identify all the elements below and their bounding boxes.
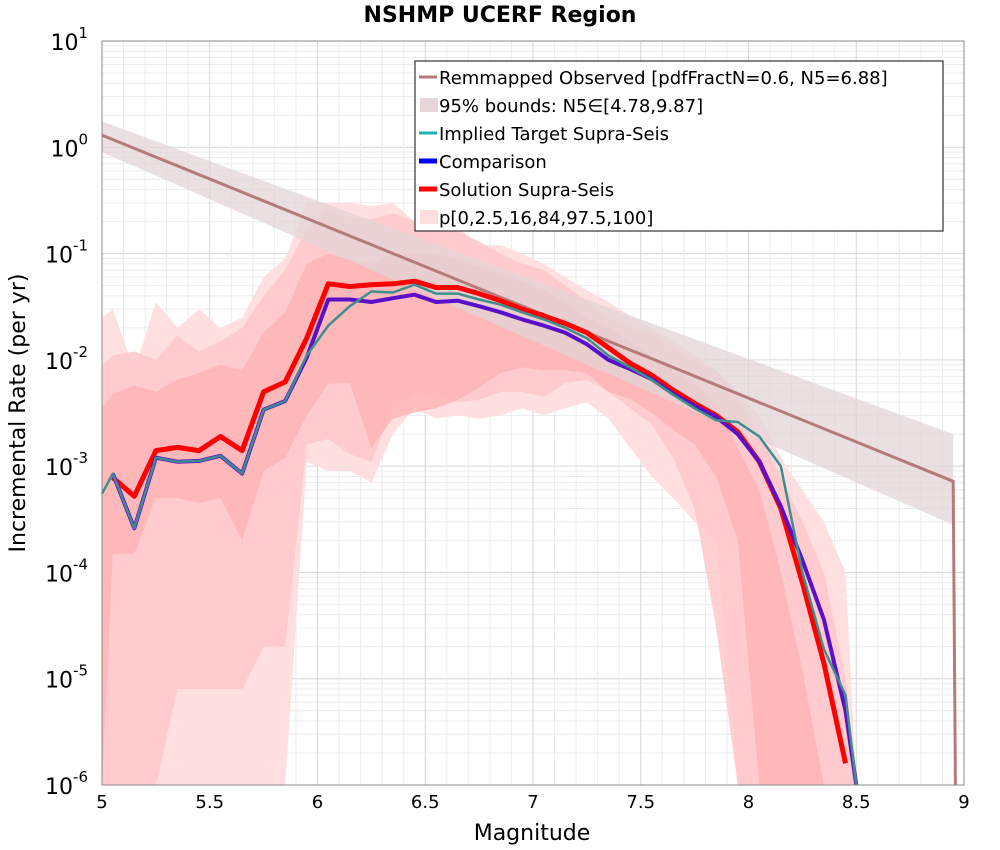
x-axis-label: Magnitude: [474, 821, 591, 846]
x-tick-label: 7.5: [626, 792, 655, 813]
x-tick-label: 7: [527, 792, 538, 813]
legend-label: Comparison: [439, 152, 547, 173]
legend-label: 95% bounds: N5∈[4.78,9.87]: [439, 96, 703, 117]
y-axis-label: Incremental Rate (per yr): [6, 274, 31, 553]
legend-swatch: [420, 210, 438, 224]
series-line-observed: [101, 133, 957, 786]
y-tick-label: 10-3: [45, 449, 88, 481]
legend: Remmapped Observed [pdfFractN=0.6, N5=6.…: [414, 60, 944, 232]
x-tick-label: 6: [312, 792, 323, 813]
legend-swatch: [420, 98, 438, 112]
series-line-target: [100, 283, 858, 786]
y-tick-label: 10-4: [45, 555, 88, 587]
series-lines: [100, 133, 957, 786]
x-tick-label: 5: [96, 792, 107, 813]
y-tick-label: 10-6: [45, 768, 88, 800]
y-tick-label: 100: [50, 130, 88, 162]
x-tick-label: 8: [743, 792, 754, 813]
y-tick-label: 10-5: [45, 662, 88, 694]
legend-label: p[0,2.5,16,84,97.5,100]: [439, 208, 653, 229]
legend-box: [414, 60, 944, 232]
x-tick-label: 5.5: [195, 792, 224, 813]
y-tick-label: 10-1: [45, 237, 88, 269]
y-tick-label: 10-2: [45, 343, 88, 375]
chart-title: NSHMP UCERF Region: [364, 3, 637, 28]
legend-label: Remmapped Observed [pdfFractN=0.6, N5=6.…: [439, 68, 888, 89]
plot-frame: [101, 40, 965, 786]
axes: 5 5.5 6 6.5 7 7.5 8 8.5 9 101 100 10-1 10-2 10-3 10-4 1…: [45, 24, 970, 813]
legend-label: Implied Target Supra-Seis: [439, 124, 669, 145]
x-tick-label: 8.5: [842, 792, 871, 813]
x-tick-label: 6.5: [411, 792, 440, 813]
legend-label: Solution Supra-Seis: [439, 180, 614, 201]
x-tick-label: 9: [958, 792, 969, 813]
y-tick-label: 101: [50, 24, 88, 56]
